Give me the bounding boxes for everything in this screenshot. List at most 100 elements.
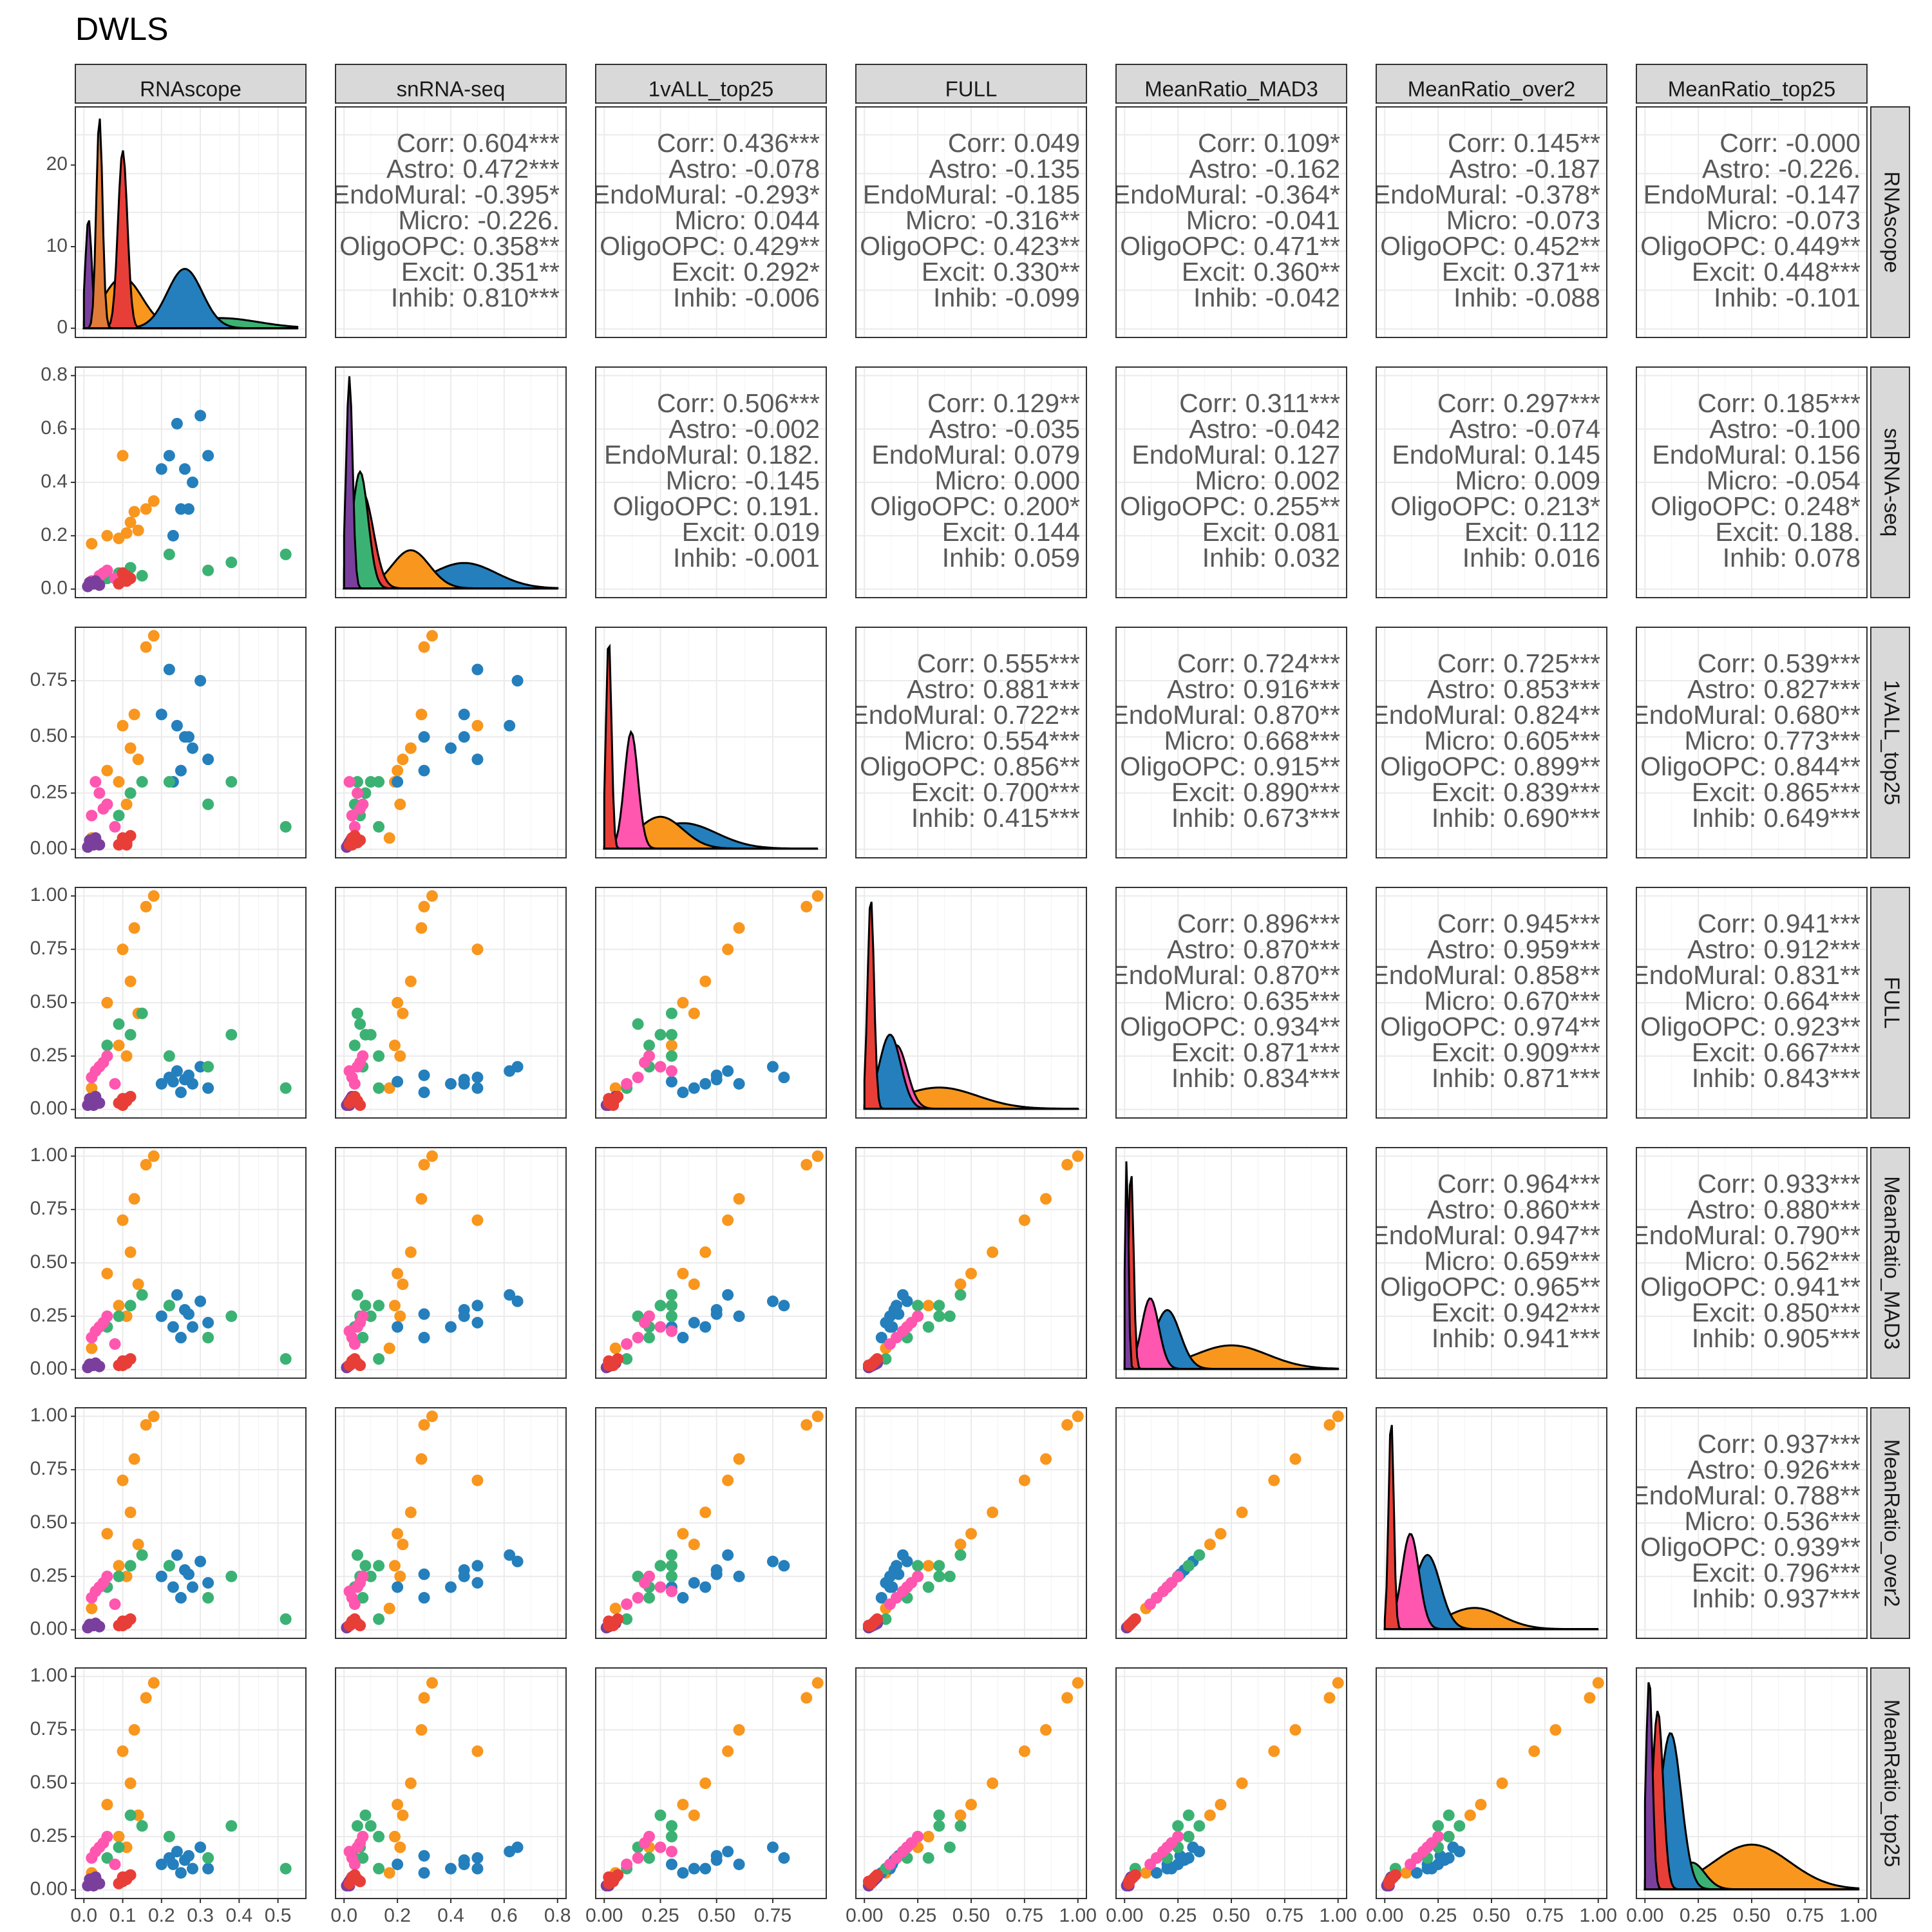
correlation-text: EndoMural: -0.293* — [592, 180, 820, 209]
correlation-text: Astro: 0.926*** — [1687, 1455, 1861, 1484]
panel-frame — [335, 627, 567, 858]
scatter-point — [132, 753, 144, 766]
scatter-point — [394, 1841, 406, 1853]
y-tick-label: 0.25 — [30, 1305, 68, 1326]
scatter-point — [97, 1837, 109, 1849]
correlation-text: Astro: -0.042 — [1189, 414, 1340, 444]
scatter-point — [155, 708, 167, 721]
scatter-point — [120, 1050, 133, 1062]
scatter-point — [351, 1007, 363, 1019]
scatter-point — [182, 731, 194, 743]
scatter-point — [171, 1289, 183, 1301]
y-tick-label: 0.25 — [30, 1825, 68, 1846]
column-strip-bg — [1376, 64, 1607, 104]
scatter-point — [511, 1555, 524, 1567]
correlation-text: Corr: 0.506*** — [657, 388, 820, 418]
panel-frame — [1115, 1407, 1347, 1639]
scatter-point — [279, 548, 292, 560]
scatter-point — [688, 1316, 700, 1329]
scatter-point — [415, 922, 428, 934]
panel-5-0: 0.00 0.25 0.50 0.75 1.00 — [30, 1405, 307, 1640]
scatter-point — [117, 1745, 129, 1757]
scatter-point — [346, 1871, 358, 1883]
scatter-point — [665, 1830, 677, 1842]
scatter-point — [1323, 1692, 1336, 1704]
panel-frame — [1376, 887, 1607, 1119]
scatter-point — [202, 564, 214, 576]
row-strip-bg — [1870, 366, 1910, 598]
scatter-point — [458, 731, 470, 743]
scatter-point — [621, 1613, 633, 1625]
correlation-text: EndoMural: 0.156 — [1652, 440, 1861, 469]
row-strip-bg — [1870, 1147, 1910, 1379]
correlation-text: Micro: -0.145 — [666, 466, 820, 495]
scatter-point — [388, 1830, 401, 1842]
correlation-text: Corr: 0.539*** — [1698, 649, 1861, 678]
scatter-point — [113, 1039, 125, 1052]
scatter-point — [677, 1267, 689, 1280]
scatter-point — [167, 529, 179, 542]
scatter-point — [88, 578, 100, 590]
y-tick-label: 0.25 — [30, 1045, 68, 1066]
scatter-point — [869, 1355, 881, 1367]
x-tick-label: 0.75 — [1266, 1905, 1303, 1926]
scatter-point — [933, 1809, 945, 1821]
scatter-point — [182, 1069, 194, 1081]
scatter-point — [665, 1289, 677, 1301]
panel-3-3 — [855, 887, 1087, 1119]
correlation-text: OligoOPC: 0.856** — [860, 752, 1080, 781]
correlation-text: Inhib: 0.032 — [1202, 543, 1340, 573]
scatter-point — [1464, 1809, 1476, 1821]
scatter-point — [665, 1586, 677, 1598]
scatter-point — [113, 1830, 125, 1842]
scatter-point — [418, 1308, 430, 1320]
correlation-text: Micro: -0.226. — [398, 205, 560, 235]
scatter-point — [471, 719, 484, 732]
scatter-point — [155, 1310, 167, 1322]
scatter-point — [699, 1777, 712, 1789]
scatter-point — [397, 1007, 409, 1019]
scatter-point — [1140, 1867, 1152, 1879]
correlation-text: OligoOPC: 0.923** — [1640, 1012, 1861, 1041]
scatter-point — [1289, 1724, 1302, 1736]
scatter-point — [665, 1858, 677, 1870]
x-tick-label: 1.00 — [1580, 1905, 1617, 1926]
scatter-point — [354, 1316, 366, 1329]
scatter-point — [93, 787, 106, 799]
scatter-point — [639, 1577, 651, 1589]
correlation-text: Corr: 0.185*** — [1698, 388, 1861, 418]
scatter-point — [722, 1846, 734, 1858]
panel-6-1: 0.0 0.2 0.4 0.6 0.8 — [330, 1667, 571, 1926]
scatter-point — [1447, 1841, 1459, 1853]
scatter-point — [225, 776, 238, 788]
scatter-point — [202, 450, 214, 462]
scatter-point — [194, 1841, 207, 1853]
panel-frame — [855, 106, 1087, 338]
scatter-point — [965, 1267, 977, 1280]
scatter-point — [392, 764, 404, 777]
scatter-point — [639, 1837, 651, 1849]
correlation-text: EndoMural: 0.947** — [1371, 1220, 1600, 1250]
scatter-point — [1144, 1858, 1157, 1870]
x-tick-label: 0.00 — [1106, 1905, 1143, 1926]
correlation-text: Excit: 0.019 — [682, 517, 820, 547]
correlation-text: Corr: 0.933*** — [1698, 1169, 1861, 1198]
correlation-text: Inhib: 0.871*** — [1432, 1063, 1600, 1093]
scatter-point — [1040, 1193, 1052, 1205]
correlation-text: Excit: 0.667*** — [1692, 1037, 1861, 1067]
scatter-point — [677, 1086, 689, 1099]
scatter-point — [778, 1560, 790, 1572]
correlation-text: Micro: 0.536*** — [1685, 1506, 1861, 1536]
correlation-text: Inhib: -0.042 — [1193, 283, 1340, 312]
x-tick-label: 1.00 — [1320, 1905, 1357, 1926]
scatter-point — [922, 1300, 934, 1312]
scatter-point — [1127, 1615, 1139, 1627]
y-tick-label: 0.50 — [30, 725, 68, 746]
x-tick-label: 0.3 — [187, 1905, 214, 1926]
correlation-text: Inhib: 0.941*** — [1432, 1323, 1600, 1353]
scatter-point — [90, 1065, 102, 1077]
scatter-point — [202, 1592, 214, 1604]
scatter-point — [97, 1056, 109, 1068]
scatter-point — [113, 1018, 125, 1030]
